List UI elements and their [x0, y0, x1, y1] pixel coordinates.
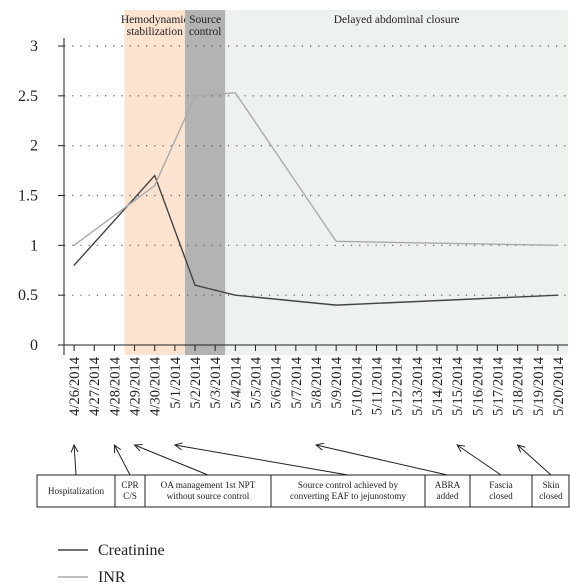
x-tick-label: 5/3/2014	[208, 356, 224, 408]
phase-label: control	[189, 26, 222, 38]
data-point-creatinine	[194, 284, 196, 286]
x-tick-label: 5/1/2014	[168, 356, 184, 408]
series-line-creatinine	[73, 174, 558, 306]
legend-label: INR	[98, 569, 126, 586]
event-box	[424, 474, 471, 508]
phase-label: Hemodynamic	[121, 14, 189, 26]
y-tick-label: 2.5	[18, 88, 38, 105]
event-arrow	[517, 444, 552, 476]
event-label: added	[437, 491, 459, 501]
event-arrowhead	[314, 442, 324, 451]
x-tick-label: 5/8/2014	[309, 356, 325, 408]
phase-band	[184, 10, 226, 355]
x-tick-label: 4/26/2014	[67, 356, 83, 416]
data-point-creatinine	[73, 264, 75, 266]
x-tick-label: 5/16/2014	[470, 356, 486, 416]
x-tick-label: 5/2/2014	[188, 356, 204, 408]
y-tick-label: 0.5	[18, 287, 38, 304]
y-tick-label: 2	[30, 138, 38, 155]
x-tick-label: 5/13/2014	[410, 356, 426, 416]
event-label: closed	[539, 491, 563, 501]
y-tick-label: 1	[30, 237, 38, 254]
event-label: closed	[489, 491, 513, 501]
event-arrowhead	[173, 442, 183, 451]
series-line-inr	[73, 92, 558, 247]
event-label: Fascia	[489, 480, 512, 490]
x-tick-label: 4/30/2014	[148, 356, 164, 416]
x-tick-label: 5/10/2014	[349, 356, 365, 416]
data-point-inr	[234, 92, 236, 94]
event-label: Skin	[543, 480, 560, 490]
event-arrowhead	[456, 444, 466, 453]
phase-label: Delayed abdominal closure	[334, 14, 460, 26]
x-tick-label: 5/7/2014	[289, 356, 305, 408]
x-tick-label: 5/6/2014	[269, 356, 285, 408]
event-label: converting EAF to jejunostomy	[290, 491, 407, 501]
x-tick-label: 5/9/2014	[329, 356, 345, 408]
event-box	[270, 474, 426, 508]
event-arrow	[113, 444, 131, 476]
phase-label: Source	[189, 14, 221, 26]
event-arrow	[134, 444, 209, 476]
event-arrow	[456, 444, 502, 476]
x-tick-label: 5/5/2014	[249, 356, 265, 408]
event-arrowhead	[113, 443, 122, 454]
x-tick-label: 4/27/2014	[87, 356, 103, 416]
event-label: ABRA	[435, 480, 461, 490]
y-tick-label: 0	[30, 337, 38, 354]
x-tick-label: 5/11/2014	[369, 356, 385, 415]
data-point-inr	[154, 184, 156, 187]
data-point-inr	[557, 244, 559, 246]
data-point-inr	[335, 240, 337, 242]
x-tick-label: 5/19/2014	[531, 356, 547, 416]
x-tick-label: 5/12/2014	[390, 356, 406, 416]
x-tick-label: 5/20/2014	[551, 356, 567, 416]
phase-band	[124, 10, 185, 355]
x-tick-label: 5/18/2014	[511, 356, 527, 416]
y-tick-label: 1.5	[18, 188, 38, 205]
x-tick-label: 5/17/2014	[490, 356, 506, 416]
data-point-creatinine	[335, 304, 337, 306]
event-arrow	[73, 444, 77, 476]
event-arrow	[174, 444, 349, 476]
event-label: C/S	[123, 491, 137, 501]
data-point-inr	[73, 244, 75, 246]
y-tick-label: 3	[30, 38, 38, 55]
phase-label: stabilization	[127, 26, 183, 38]
phase-band	[225, 10, 568, 355]
event-label: OA management 1st NPT	[161, 480, 256, 490]
event-label: Hospitalization	[48, 486, 105, 496]
event-box	[469, 474, 533, 508]
data-point-inr	[194, 95, 196, 97]
data-point-creatinine	[557, 294, 559, 296]
event-arrowhead	[70, 443, 79, 453]
data-point-creatinine	[234, 294, 236, 296]
data-point-creatinine	[154, 174, 156, 177]
x-tick-label: 4/29/2014	[128, 356, 144, 416]
x-tick-label: 5/15/2014	[450, 356, 466, 416]
event-arrow	[315, 444, 448, 476]
event-arrowhead	[133, 444, 143, 452]
event-box	[36, 474, 116, 508]
x-tick-label: 4/28/2014	[107, 356, 123, 416]
x-tick-label: 5/4/2014	[228, 356, 244, 408]
event-label: Source control achieved by	[298, 480, 399, 490]
legend-label: Creatinine	[98, 542, 165, 559]
event-label: without source control	[167, 491, 250, 501]
event-label: CPR	[121, 480, 139, 490]
event-arrowhead	[516, 444, 526, 453]
event-box	[531, 474, 570, 508]
x-tick-label: 5/14/2014	[430, 356, 446, 416]
